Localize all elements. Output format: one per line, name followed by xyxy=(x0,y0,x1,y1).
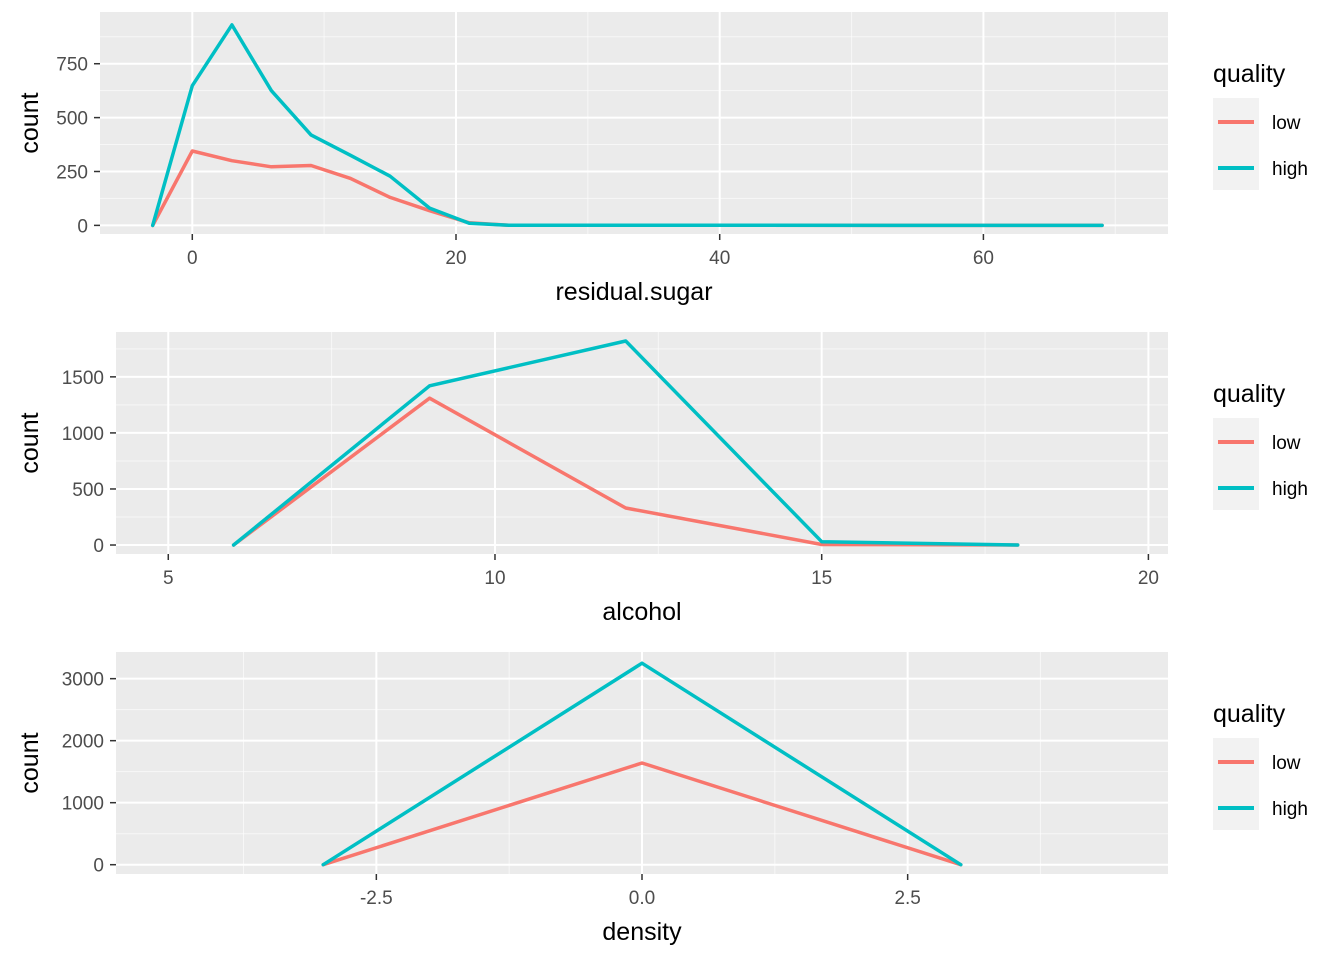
y-tick-label: 1000 xyxy=(62,424,104,445)
y-tick-label: 0 xyxy=(93,856,104,877)
series-line-high xyxy=(231,339,1020,547)
x-tick-label: 10 xyxy=(484,568,505,589)
legend: quality low high xyxy=(1213,60,1308,190)
legend-key-background xyxy=(1213,738,1259,830)
legend: quality low high xyxy=(1213,380,1308,510)
series-line-high xyxy=(321,661,963,867)
x-tick-label: 40 xyxy=(709,248,730,269)
y-tick-label: 250 xyxy=(56,162,88,183)
chart-panel-1: 0 20 40 60 0 250 500 750 residual.sugar count qual… xyxy=(16,12,1308,306)
chart-panel-2: 5 10 15 20 0 500 1000 1500 alcohol count quality lo… xyxy=(16,332,1308,626)
legend-label-low: low xyxy=(1272,113,1301,134)
legend-title: quality xyxy=(1213,60,1286,88)
legend: quality low high xyxy=(1213,700,1308,830)
x-tick-label: 0.0 xyxy=(629,888,655,909)
y-tick-label: 1000 xyxy=(62,794,104,815)
legend-key-background xyxy=(1213,98,1259,190)
y-tick-label: 0 xyxy=(77,216,88,237)
x-tick-label: 2.5 xyxy=(894,888,920,909)
y-axis-title: count xyxy=(16,412,44,473)
x-tick-label: 60 xyxy=(973,248,994,269)
x-axis-title: residual.sugar xyxy=(555,278,712,306)
legend-title: quality xyxy=(1213,380,1286,408)
legend-label-high: high xyxy=(1272,159,1308,180)
series-line-low xyxy=(231,396,1020,547)
series-line-high xyxy=(150,23,1104,228)
x-axis-title: density xyxy=(602,918,682,946)
plot-background xyxy=(116,332,1168,554)
x-tick-label: 0 xyxy=(187,248,198,269)
x-axis-title: alcohol xyxy=(602,598,681,626)
y-tick-label: 3000 xyxy=(62,670,104,691)
series-line-low xyxy=(321,761,963,867)
y-tick-label: 500 xyxy=(72,480,104,501)
y-tick-label: 750 xyxy=(56,55,88,76)
plot-background xyxy=(100,12,1168,234)
legend-label-low: low xyxy=(1272,753,1301,774)
chart-panel-3: -2.5 0.0 2.5 0 1000 2000 3000 density count quali… xyxy=(16,652,1308,946)
legend-label-high: high xyxy=(1272,479,1308,500)
legend-label-high: high xyxy=(1272,799,1308,820)
y-axis-title: count xyxy=(16,732,44,793)
x-tick-label: 5 xyxy=(163,568,174,589)
y-tick-label: 0 xyxy=(93,536,104,557)
y-tick-label: 500 xyxy=(56,109,88,130)
x-tick-label: 20 xyxy=(445,248,466,269)
legend-title: quality xyxy=(1213,700,1286,728)
y-tick-label: 2000 xyxy=(62,732,104,753)
legend-label-low: low xyxy=(1272,433,1301,454)
x-tick-label: 15 xyxy=(811,568,832,589)
legend-key-background xyxy=(1213,418,1259,510)
x-tick-label: -2.5 xyxy=(360,888,393,909)
y-tick-label: 1500 xyxy=(62,368,104,389)
x-tick-label: 20 xyxy=(1138,568,1159,589)
y-axis-title: count xyxy=(16,92,44,153)
